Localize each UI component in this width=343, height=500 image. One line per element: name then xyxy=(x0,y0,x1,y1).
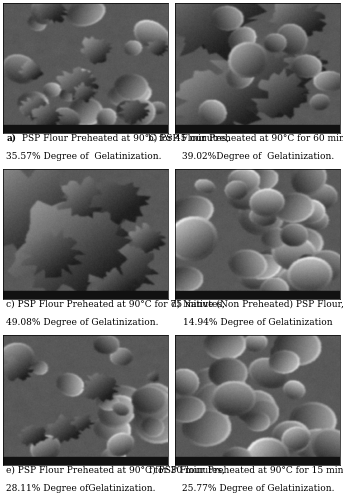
Text: b) PSP Flour Preheated at 90°C for 60 minutes,: b) PSP Flour Preheated at 90°C for 60 mi… xyxy=(148,134,343,142)
Text: 39.02%Degree of  Gelatinization.: 39.02%Degree of Gelatinization. xyxy=(182,152,334,161)
Text: 35.57% Degree of  Gelatinization.: 35.57% Degree of Gelatinization. xyxy=(6,152,162,161)
Bar xyxy=(176,126,340,134)
Text: f) PSP Flour Preheated at 90°C for 15 minutes,: f) PSP Flour Preheated at 90°C for 15 mi… xyxy=(149,466,343,474)
Text: e) PSP Flour Preheated at 90°C for 30 minutes,: e) PSP Flour Preheated at 90°C for 30 mi… xyxy=(6,466,225,474)
Text: 14.94% Degree of Gelatinization: 14.94% Degree of Gelatinization xyxy=(183,318,333,327)
Text: 49.08% Degree of Gelatinization.: 49.08% Degree of Gelatinization. xyxy=(6,318,159,327)
Text: a): a) xyxy=(6,134,16,142)
Text: PSP Flour Preheated at 90°C for 45 minutes,: PSP Flour Preheated at 90°C for 45 minut… xyxy=(19,134,229,142)
Bar xyxy=(3,126,167,134)
Text: 25.77% Degree of Gelatinization.: 25.77% Degree of Gelatinization. xyxy=(181,484,334,493)
Bar xyxy=(3,292,167,300)
Text: 28.11% Degree ofGelatinization.: 28.11% Degree ofGelatinization. xyxy=(6,484,156,493)
Bar xyxy=(176,292,340,300)
Text: d) Native (Non Preheated) PSP Flour,: d) Native (Non Preheated) PSP Flour, xyxy=(171,300,343,308)
Text: c) PSP Flour Preheated at 90°C for 75 minutes,: c) PSP Flour Preheated at 90°C for 75 mi… xyxy=(6,300,225,308)
Bar xyxy=(176,458,340,466)
Bar xyxy=(3,458,167,466)
